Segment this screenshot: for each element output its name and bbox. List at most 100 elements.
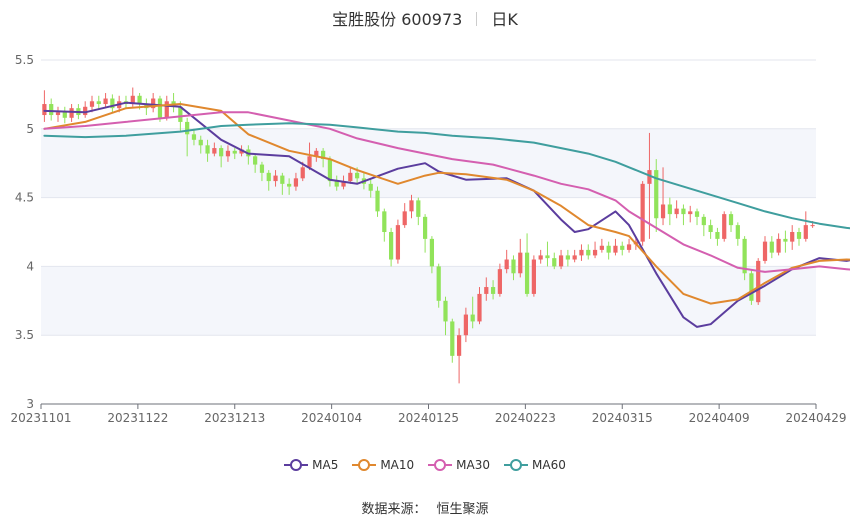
- candle: [470, 296, 475, 329]
- candle: [225, 145, 231, 162]
- x-tick-label: 20231101: [10, 411, 71, 425]
- legend-item-ma60[interactable]: MA60: [504, 458, 566, 472]
- candle-body: [715, 232, 720, 239]
- legend-label-ma10: MA10: [380, 458, 415, 472]
- candle: [443, 296, 448, 336]
- candle: [96, 95, 101, 110]
- candle: [640, 181, 645, 246]
- candle-body: [803, 225, 808, 239]
- candle-body: [518, 252, 523, 274]
- candle-body: [776, 238, 781, 253]
- candle: [327, 156, 333, 187]
- candle: [334, 175, 339, 191]
- y-tick-label: 4: [26, 259, 34, 273]
- candle: [232, 148, 237, 160]
- candle-body: [137, 95, 142, 105]
- candle-body: [287, 183, 292, 187]
- candle-body: [334, 181, 339, 187]
- candle: [83, 101, 88, 118]
- candle-body: [783, 238, 788, 242]
- ma-line-ma10: [43, 103, 850, 305]
- candle: [592, 241, 598, 259]
- candle: [776, 233, 781, 256]
- candle: [762, 236, 768, 264]
- candle: [348, 167, 353, 184]
- candle-body: [327, 159, 333, 182]
- candle-body: [307, 156, 312, 168]
- candle-body: [450, 321, 455, 356]
- candle-body: [558, 255, 564, 267]
- candle: [273, 170, 278, 187]
- candle-body: [185, 121, 190, 135]
- candle: [586, 244, 591, 260]
- candle: [735, 222, 740, 246]
- candle: [484, 277, 489, 301]
- candle-body: [178, 106, 183, 122]
- candle: [477, 287, 482, 325]
- candle: [620, 241, 625, 256]
- candle: [416, 197, 421, 226]
- candle-body: [103, 98, 108, 105]
- candle-body: [110, 98, 115, 109]
- legend-marker-ma30: [428, 459, 453, 471]
- candle-body: [157, 98, 163, 118]
- candle: [198, 135, 203, 154]
- candle-body: [293, 178, 299, 187]
- candle: [599, 238, 604, 253]
- candle: [151, 93, 156, 113]
- candle-body: [728, 214, 734, 226]
- legend-item-ma5[interactable]: MA5: [284, 458, 338, 472]
- legend-item-ma10[interactable]: MA10: [352, 458, 414, 472]
- x-axis: 20231101 20231122 20231213 20240104 20240125…: [10, 403, 847, 425]
- candle-body: [762, 241, 768, 261]
- candle-body: [429, 238, 435, 267]
- candle-body: [273, 175, 278, 182]
- candle: [674, 200, 679, 219]
- candle-body: [531, 259, 536, 294]
- candle-body: [49, 104, 54, 116]
- candle: [103, 93, 108, 109]
- candle-body: [463, 314, 468, 336]
- candle-body: [688, 211, 693, 215]
- y-tick-label: 5: [26, 122, 34, 136]
- candle-body: [538, 255, 543, 260]
- candle: [422, 214, 428, 253]
- candle: [579, 244, 584, 261]
- candle-body: [470, 314, 475, 322]
- candle-body: [266, 172, 271, 182]
- candle: [660, 167, 666, 226]
- candle: [436, 263, 441, 308]
- candle-body: [735, 225, 740, 239]
- chart-title: 宝胜股份 600973 日K: [0, 6, 850, 30]
- candle: [497, 263, 502, 297]
- candle-body: [620, 245, 625, 250]
- candle: [389, 227, 394, 267]
- x-tick-label: 20231213: [204, 411, 265, 425]
- candle-body: [382, 211, 387, 232]
- legend-item-ma30[interactable]: MA30: [428, 458, 490, 472]
- candle-body: [368, 183, 373, 191]
- candle-body: [355, 172, 360, 179]
- candle-body: [89, 101, 95, 107]
- candle-body: [389, 232, 394, 260]
- candle-body: [409, 200, 414, 212]
- candle-body: [796, 232, 802, 239]
- candle: [606, 241, 611, 260]
- candle-body: [436, 266, 441, 301]
- candle-body: [321, 150, 326, 160]
- candle: [749, 269, 754, 305]
- candlestick-chart: 33.544.555.5 20231101 20231122 20231213 202…: [10, 53, 850, 425]
- candle: [89, 95, 95, 113]
- candle-body: [341, 181, 346, 187]
- candle-body: [511, 259, 516, 274]
- candle: [110, 94, 115, 113]
- candle-body: [456, 335, 462, 356]
- candle-body: [164, 101, 169, 118]
- legend-marker-ma5: [284, 459, 309, 471]
- candle-body: [647, 170, 652, 184]
- candle: [164, 95, 169, 121]
- candle: [681, 204, 686, 226]
- candle-body: [504, 259, 509, 270]
- stock-name-code: 宝胜股份 600973: [332, 10, 463, 29]
- candle: [715, 227, 720, 246]
